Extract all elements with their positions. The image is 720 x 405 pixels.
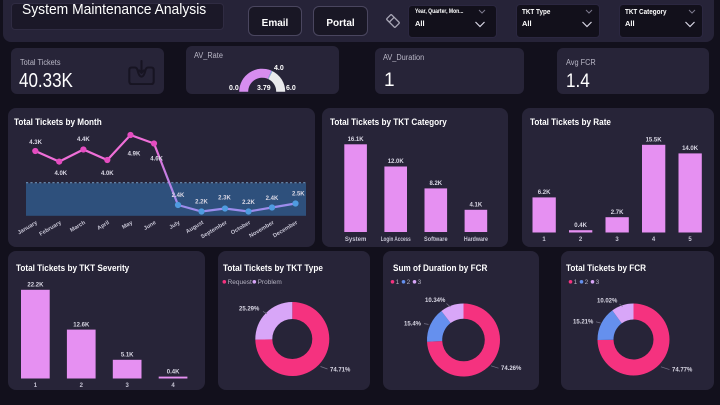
svg-text:1: 1: [542, 237, 546, 243]
svg-text:January: January: [17, 220, 40, 237]
svg-text:2.7K: 2.7K: [611, 210, 624, 216]
svg-text:July: July: [169, 220, 183, 231]
svg-text:74.71%: 74.71%: [330, 368, 351, 374]
svg-text:4.4K: 4.4K: [77, 137, 90, 143]
svg-text:Request: Request: [228, 279, 252, 286]
svg-text:4: 4: [652, 237, 656, 243]
svg-text:4.0K: 4.0K: [101, 171, 114, 177]
svg-text:December: December: [272, 220, 299, 240]
svg-text:2.3K: 2.3K: [218, 196, 231, 202]
svg-text:May: May: [121, 220, 134, 231]
svg-text:March: March: [69, 220, 87, 234]
svg-text:5.1K: 5.1K: [121, 353, 134, 359]
svg-text:4.1K: 4.1K: [470, 203, 483, 209]
svg-text:1: 1: [34, 383, 38, 389]
svg-text:0.4K: 0.4K: [574, 223, 587, 229]
svg-text:3: 3: [418, 279, 422, 286]
svg-text:4.6K: 4.6K: [150, 157, 163, 163]
svg-text:10.34%: 10.34%: [425, 298, 446, 304]
svg-text:8.2K: 8.2K: [429, 181, 442, 187]
svg-text:2.5K: 2.5K: [292, 192, 305, 198]
svg-text:4: 4: [171, 383, 175, 389]
svg-text:1: 1: [396, 279, 400, 286]
svg-text:74.26%: 74.26%: [501, 366, 522, 372]
svg-text:22.2K: 22.2K: [27, 283, 44, 289]
svg-text:2: 2: [407, 279, 411, 286]
svg-text:1: 1: [574, 279, 578, 286]
svg-text:Hardware: Hardware: [464, 237, 489, 243]
svg-text:10.02%: 10.02%: [597, 299, 618, 305]
svg-text:2.2K: 2.2K: [195, 199, 208, 205]
svg-text:4.9K: 4.9K: [128, 151, 141, 157]
svg-text:3: 3: [596, 279, 600, 286]
svg-text:September: September: [200, 220, 229, 241]
svg-text:16.1K: 16.1K: [348, 137, 365, 143]
svg-text:15.4%: 15.4%: [404, 322, 422, 328]
svg-text:November: November: [248, 220, 276, 240]
svg-text:2: 2: [579, 237, 583, 243]
svg-text:Software: Software: [424, 237, 448, 243]
svg-text:Problem: Problem: [258, 279, 282, 286]
svg-text:12.6K: 12.6K: [73, 322, 90, 328]
svg-text:3: 3: [126, 383, 130, 389]
svg-text:0.4K: 0.4K: [167, 369, 180, 375]
svg-text:2: 2: [80, 383, 84, 389]
svg-text:4.0K: 4.0K: [54, 171, 67, 177]
svg-text:6.2K: 6.2K: [538, 190, 551, 196]
svg-text:15.21%: 15.21%: [573, 320, 594, 326]
svg-text:2.4K: 2.4K: [266, 196, 279, 202]
svg-text:2.4K: 2.4K: [172, 193, 185, 199]
svg-text:12.0K: 12.0K: [388, 159, 405, 165]
svg-text:2.2K: 2.2K: [242, 200, 255, 206]
svg-text:System: System: [345, 237, 367, 243]
svg-text:14.0K: 14.0K: [682, 146, 699, 152]
svg-text:15.5K: 15.5K: [646, 138, 663, 144]
svg-text:74.77%: 74.77%: [672, 368, 693, 374]
svg-text:3: 3: [615, 237, 619, 243]
svg-text:4.3K: 4.3K: [29, 140, 42, 146]
svg-text:5: 5: [688, 237, 692, 243]
svg-text:2: 2: [585, 279, 589, 286]
svg-text:April: April: [96, 220, 111, 232]
svg-text:February: February: [39, 220, 64, 238]
svg-text:June: June: [143, 220, 157, 232]
svg-text:Login Access: Login Access: [381, 237, 412, 243]
svg-text:25.29%: 25.29%: [239, 307, 260, 313]
